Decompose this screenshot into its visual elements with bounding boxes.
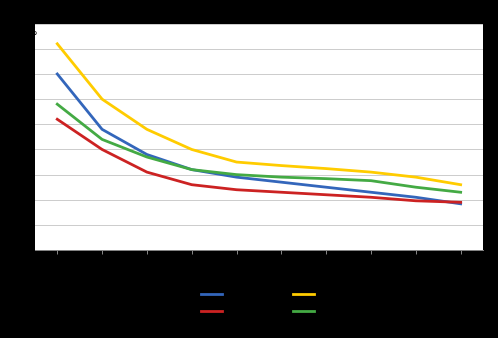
Text: %: %	[28, 27, 37, 37]
Legend: , , , : , , ,	[201, 289, 317, 316]
